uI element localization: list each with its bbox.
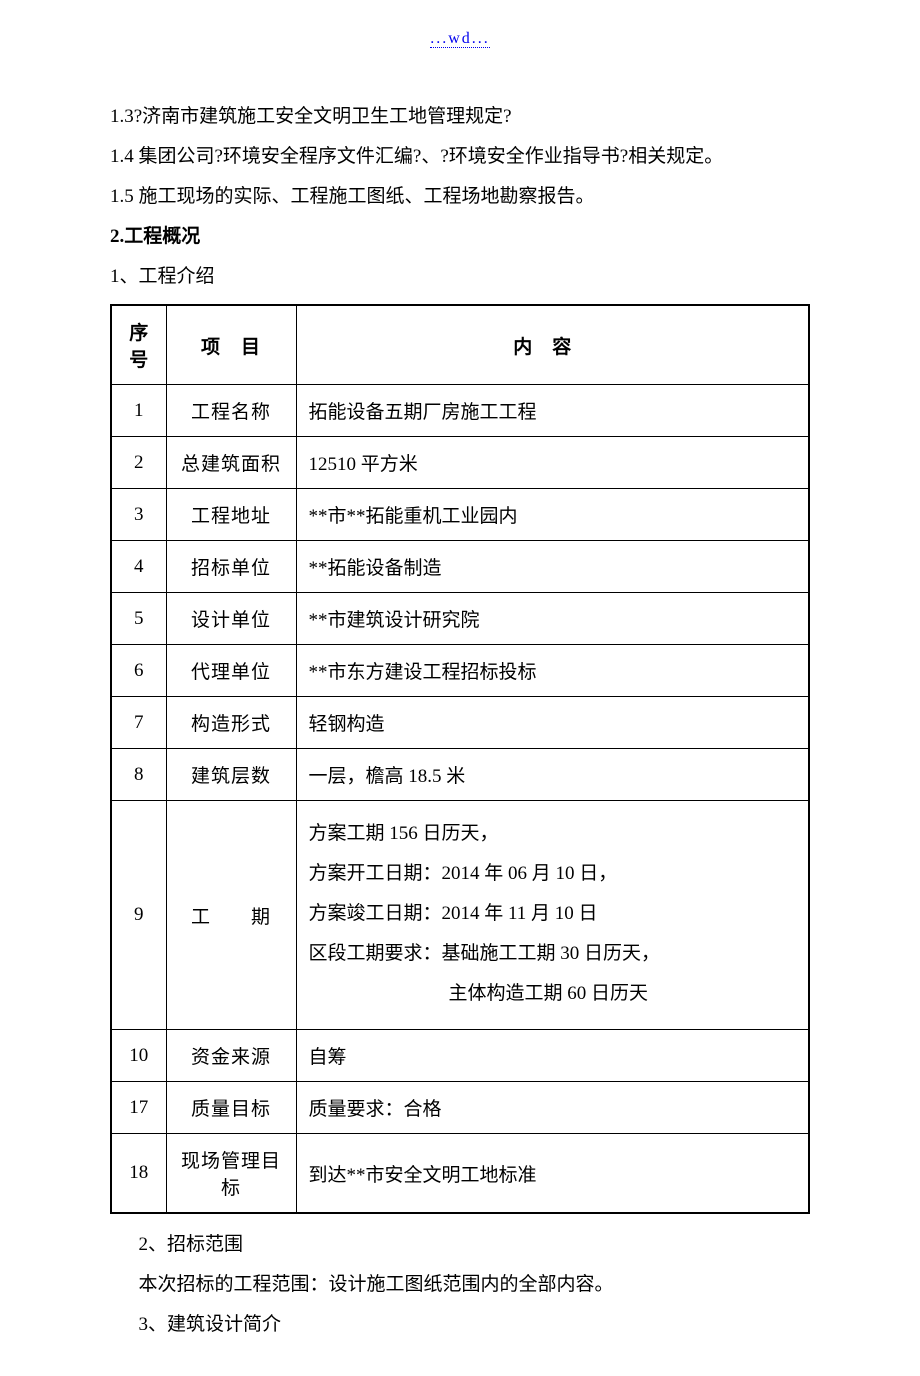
document-content: 1.3?济南市建筑施工安全文明卫生工地管理规定? 1.4 集团公司?环境安全程序… (0, 98, 920, 1344)
cell-content-multi: 方案工期 156 日历天， 方案开工日期：2014 年 06 月 10 日， 方… (296, 801, 809, 1030)
cell-seq: 9 (111, 801, 166, 1030)
cell-seq: 17 (111, 1082, 166, 1134)
cell-item: 设计单位 (166, 593, 296, 645)
cell-seq: 18 (111, 1134, 166, 1214)
cell-item: 招标单位 (166, 541, 296, 593)
multi-line-1: 方案工期 156 日历天， (309, 815, 797, 853)
cell-seq: 8 (111, 749, 166, 801)
section-heading-2: 2.工程概况 (110, 218, 810, 256)
header-link[interactable]: ...wd... (430, 30, 490, 48)
cell-item: 资金来源 (166, 1030, 296, 1082)
cell-content: 一层，檐高 18.5 米 (296, 749, 809, 801)
cell-item: 质量目标 (166, 1082, 296, 1134)
table-row: 3 工程地址 **市**拓能重机工业园内 (111, 489, 809, 541)
table-row: 5 设计单位 **市建筑设计研究院 (111, 593, 809, 645)
table-header-row: 序号 项 目 内容 (111, 305, 809, 385)
cell-content: 到达**市安全文明工地标准 (296, 1134, 809, 1214)
multi-line-3: 方案竣工日期：2014 年 11 月 10 日 (309, 895, 797, 933)
page-header: ...wd... (0, 30, 920, 48)
cell-seq: 3 (111, 489, 166, 541)
cell-seq: 10 (111, 1030, 166, 1082)
text-line-1-5: 1.5 施工现场的实际、工程施工图纸、工程场地勘察报告。 (110, 178, 810, 216)
header-item: 项 目 (166, 305, 296, 385)
cell-content: **市东方建设工程招标投标 (296, 645, 809, 697)
cell-seq: 1 (111, 385, 166, 437)
header-content: 内容 (296, 305, 809, 385)
cell-seq: 7 (111, 697, 166, 749)
cell-content: 轻钢构造 (296, 697, 809, 749)
project-table: 序号 项 目 内容 1 工程名称 拓能设备五期厂房施工工程 2 总建筑面积 12… (110, 304, 810, 1214)
text-line-1-4: 1.4 集团公司?环境安全程序文件汇编?、?环境安全作业指导书?相关规定。 (110, 138, 810, 176)
cell-content: **市建筑设计研究院 (296, 593, 809, 645)
table-row: 2 总建筑面积 12510 平方米 (111, 437, 809, 489)
text-line-1-3: 1.3?济南市建筑施工安全文明卫生工地管理规定? (110, 98, 810, 136)
table-row: 7 构造形式 轻钢构造 (111, 697, 809, 749)
cell-item: 建筑层数 (166, 749, 296, 801)
table-row: 17 质量目标 质量要求：合格 (111, 1082, 809, 1134)
multi-line-5: 主体构造工期 60 日历天 (309, 975, 797, 1013)
text-line-design-heading: 3、建筑设计简介 (110, 1306, 810, 1344)
table-row: 8 建筑层数 一层，檐高 18.5 米 (111, 749, 809, 801)
text-line-scope-heading: 2、招标范围 (110, 1226, 810, 1264)
cell-item: 工 期 (166, 801, 296, 1030)
table-row: 4 招标单位 **拓能设备制造 (111, 541, 809, 593)
cell-content: 自筹 (296, 1030, 809, 1082)
cell-content: 拓能设备五期厂房施工工程 (296, 385, 809, 437)
cell-item: 代理单位 (166, 645, 296, 697)
cell-seq: 4 (111, 541, 166, 593)
cell-content: **市**拓能重机工业园内 (296, 489, 809, 541)
text-line-scope-body: 本次招标的工程范围：设计施工图纸范围内的全部内容。 (110, 1266, 810, 1304)
cell-seq: 6 (111, 645, 166, 697)
cell-content: 12510 平方米 (296, 437, 809, 489)
table-row: 1 工程名称 拓能设备五期厂房施工工程 (111, 385, 809, 437)
multi-line-2: 方案开工日期：2014 年 06 月 10 日， (309, 855, 797, 893)
cell-item: 工程名称 (166, 385, 296, 437)
table-row: 10 资金来源 自筹 (111, 1030, 809, 1082)
cell-content: 质量要求：合格 (296, 1082, 809, 1134)
cell-item: 总建筑面积 (166, 437, 296, 489)
header-seq: 序号 (111, 305, 166, 385)
table-row: 9 工 期 方案工期 156 日历天， 方案开工日期：2014 年 06 月 1… (111, 801, 809, 1030)
table-row: 6 代理单位 **市东方建设工程招标投标 (111, 645, 809, 697)
cell-seq: 5 (111, 593, 166, 645)
cell-item: 工程地址 (166, 489, 296, 541)
cell-item: 现场管理目标 (166, 1134, 296, 1214)
cell-content: **拓能设备制造 (296, 541, 809, 593)
text-line-intro: 1、工程介绍 (110, 258, 810, 296)
cell-item: 构造形式 (166, 697, 296, 749)
table-row: 18 现场管理目标 到达**市安全文明工地标准 (111, 1134, 809, 1214)
multi-line-4: 区段工期要求：基础施工工期 30 日历天， (309, 935, 797, 973)
cell-seq: 2 (111, 437, 166, 489)
